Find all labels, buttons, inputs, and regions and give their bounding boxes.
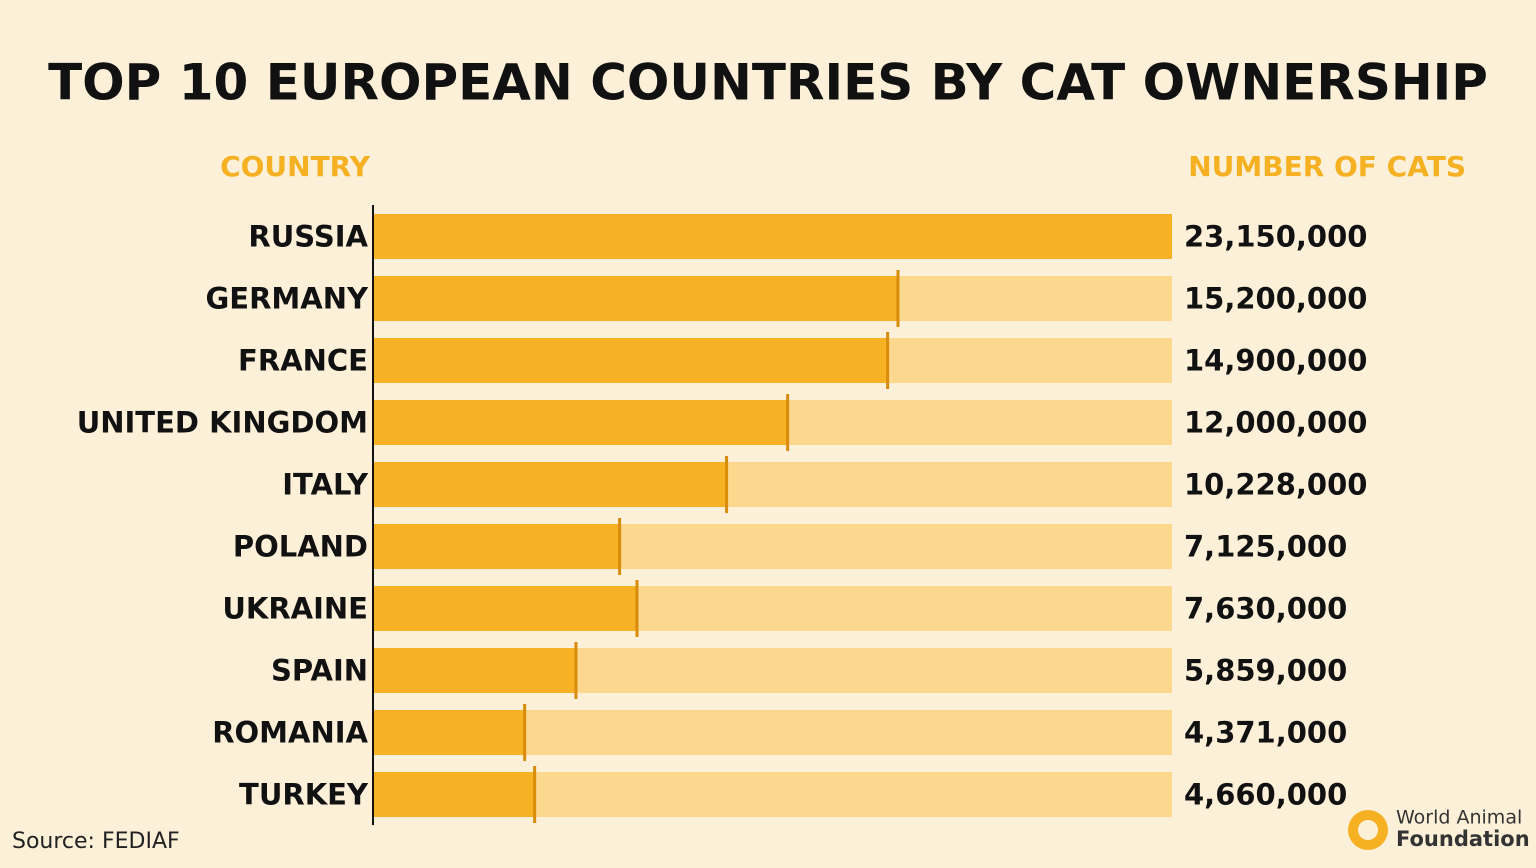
- logo-icon-inner: [1358, 820, 1378, 840]
- category-label: FRANCE: [238, 344, 368, 378]
- value-label: 7,125,000: [1184, 530, 1347, 564]
- category-label: ITALY: [282, 468, 369, 502]
- category-label: RUSSIA: [248, 220, 368, 254]
- category-label: SPAIN: [271, 654, 368, 688]
- value-label: 10,228,000: [1184, 468, 1367, 502]
- category-label: TURKEY: [239, 778, 369, 812]
- bar: [374, 648, 576, 693]
- bar: [374, 276, 898, 321]
- logo-line2: Foundation: [1396, 827, 1530, 851]
- category-label: POLAND: [233, 530, 368, 564]
- bar: [374, 214, 1172, 259]
- bar: [374, 524, 620, 569]
- bar: [374, 710, 525, 755]
- bar: [374, 462, 727, 507]
- chart-title: TOP 10 EUROPEAN COUNTRIES BY CAT OWNERSH…: [48, 54, 1488, 112]
- category-label: ROMANIA: [212, 716, 368, 750]
- category-label: UKRAINE: [222, 592, 368, 626]
- category-header: COUNTRY: [220, 150, 371, 183]
- logo-line1: World Animal: [1396, 807, 1522, 829]
- value-header: NUMBER OF CATS: [1188, 150, 1466, 183]
- value-label: 5,859,000: [1184, 654, 1347, 688]
- value-label: 12,000,000: [1184, 406, 1367, 440]
- value-label: 4,371,000: [1184, 716, 1347, 750]
- source: Source: FEDIAF: [12, 829, 180, 854]
- bar: [374, 400, 788, 445]
- category-label: UNITED KINGDOM: [77, 406, 368, 440]
- bar: [374, 772, 535, 817]
- value-label: 4,660,000: [1184, 778, 1347, 812]
- value-label: 15,200,000: [1184, 282, 1367, 316]
- bar: [374, 586, 638, 631]
- bar: [374, 338, 888, 383]
- value-label: 14,900,000: [1184, 344, 1367, 378]
- value-label: 23,150,000: [1184, 220, 1367, 254]
- value-label: 7,630,000: [1184, 592, 1347, 626]
- category-label: GERMANY: [205, 282, 369, 316]
- logo: World Animal Foundation: [1348, 807, 1530, 851]
